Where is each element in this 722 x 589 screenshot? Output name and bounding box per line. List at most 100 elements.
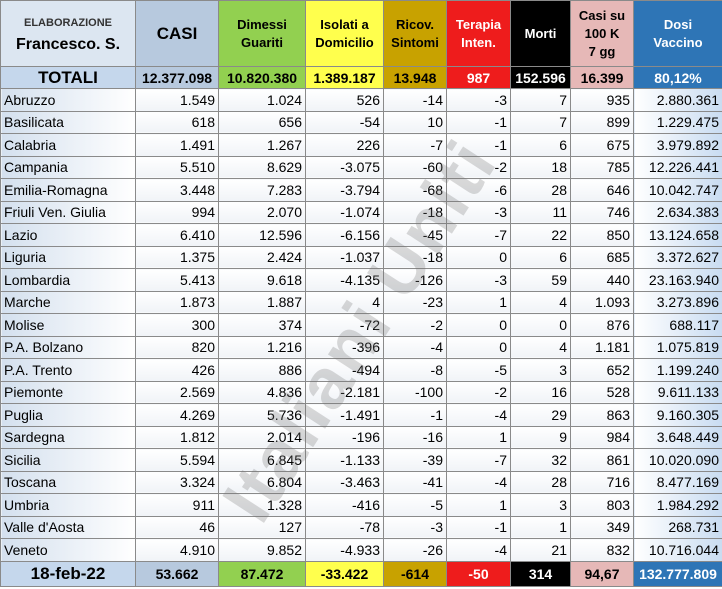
region-cell: -1.133	[305, 448, 384, 472]
region-cell: 440	[570, 268, 634, 292]
region-cell: 3.273.896	[633, 290, 722, 314]
column-header-line: Inten.	[461, 34, 496, 50]
column-header: CASI	[135, 0, 219, 67]
column-header: Dosi Vaccino	[633, 0, 722, 67]
region-row: Lombardia 5.413 9.618 -4.135 -126 -3 59 440 23.1…	[0, 268, 722, 292]
column-header-line: Isolati a	[320, 16, 369, 32]
region-row: Marche 1.873 1.887 4 -23 1 4 1.093 3.273.896	[0, 290, 722, 314]
region-cell: -494	[305, 358, 384, 382]
column-header-line: Domicilio	[315, 34, 374, 50]
column-header: Terapia Inten.	[446, 0, 511, 67]
region-cell: -3.075	[305, 155, 384, 179]
region-cell: -1.074	[305, 200, 384, 224]
region-cell: 10.020.090	[633, 448, 722, 472]
region-cell: -2	[446, 380, 511, 404]
footer-cell: -614	[383, 560, 447, 587]
region-cell: 10.716.044	[633, 538, 722, 562]
region-name: Sicilia	[0, 448, 136, 472]
region-cell: 3.648.449	[633, 425, 722, 449]
region-cell: 6.845	[218, 448, 306, 472]
region-cell: 6.804	[218, 470, 306, 494]
region-cell: -4	[446, 538, 511, 562]
region-cell: 16	[510, 380, 571, 404]
region-cell: 6.410	[135, 223, 219, 247]
region-name: Piemonte	[0, 380, 136, 404]
region-cell: -396	[305, 335, 384, 359]
region-cell: 374	[218, 313, 306, 337]
column-header-line: CASI	[156, 23, 198, 43]
region-cell: -72	[305, 313, 384, 337]
region-cell: 1	[446, 493, 511, 517]
region-name: Campania	[0, 155, 136, 179]
region-cell: 23.163.940	[633, 268, 722, 292]
region-cell: -39	[383, 448, 447, 472]
totals-cell: 80,12%	[633, 66, 722, 89]
region-cell: -1.037	[305, 245, 384, 269]
region-cell: -196	[305, 425, 384, 449]
column-header-line: Terapia	[455, 16, 502, 32]
header-author-cell: ELABORAZIONE Francesco. S.	[0, 0, 136, 67]
region-cell: 803	[570, 493, 634, 517]
region-cell: 11	[510, 200, 571, 224]
region-cell: -126	[383, 268, 447, 292]
region-cell: 8.629	[218, 155, 306, 179]
region-cell: -7	[446, 223, 511, 247]
region-cell: 4.269	[135, 403, 219, 427]
column-header: Ricov. Sintomi	[383, 0, 447, 67]
region-cell: -3	[446, 88, 511, 112]
region-cell: 863	[570, 403, 634, 427]
region-row: P.A. Trento 426 886 -494 -8 -5 3 652 1.199.240	[0, 358, 722, 382]
region-cell: 7	[510, 110, 571, 134]
column-header-line: Casi su	[578, 7, 626, 23]
region-cell: 22	[510, 223, 571, 247]
column-header-line: Vaccino	[653, 34, 703, 50]
region-name: P.A. Trento	[0, 358, 136, 382]
region-cell: 861	[570, 448, 634, 472]
region-cell: 685	[570, 245, 634, 269]
region-cell: -2	[446, 155, 511, 179]
region-cell: 12.596	[218, 223, 306, 247]
region-cell: 899	[570, 110, 634, 134]
region-cell: 716	[570, 470, 634, 494]
column-header-line: Dimessi	[237, 16, 287, 32]
region-cell: -14	[383, 88, 447, 112]
region-cell: 10	[383, 110, 447, 134]
region-cell: -3.794	[305, 178, 384, 202]
region-cell: -78	[305, 515, 384, 539]
region-cell: 6	[510, 133, 571, 157]
region-name: P.A. Bolzano	[0, 335, 136, 359]
region-row: Friuli Ven. Giulia 994 2.070 -1.074 -18 -3 11 7…	[0, 200, 722, 224]
region-row: Sicilia 5.594 6.845 -1.133 -39 -7 32 861 10.020.…	[0, 448, 722, 472]
region-cell: -54	[305, 110, 384, 134]
region-cell: -7	[383, 133, 447, 157]
region-cell: 1.093	[570, 290, 634, 314]
region-cell: 4.836	[218, 380, 306, 404]
region-cell: 1.491	[135, 133, 219, 157]
region-cell: 1.873	[135, 290, 219, 314]
region-cell: 8.477.169	[633, 470, 722, 494]
region-cell: 7	[510, 88, 571, 112]
footer-cell: -33.422	[305, 560, 384, 587]
totals-label: TOTALI	[0, 66, 136, 89]
region-cell: 618	[135, 110, 219, 134]
footer-cell: 132.777.809	[633, 560, 722, 587]
region-cell: 5.736	[218, 403, 306, 427]
footer-cell: 53.662	[135, 560, 219, 587]
region-cell: 4	[510, 335, 571, 359]
region-cell: 2.880.361	[633, 88, 722, 112]
region-cell: 3.979.892	[633, 133, 722, 157]
region-row: Liguria 1.375 2.424 -1.037 -18 0 6 685 3.372.627	[0, 245, 722, 269]
region-cell: 1.984.292	[633, 493, 722, 517]
region-cell: 9.852	[218, 538, 306, 562]
region-cell: -3.463	[305, 470, 384, 494]
region-cell: -26	[383, 538, 447, 562]
totals-cell: 16.399	[570, 66, 634, 89]
region-name: Friuli Ven. Giulia	[0, 200, 136, 224]
region-cell: 349	[570, 515, 634, 539]
column-header: Dimessi Guariti	[218, 0, 306, 67]
column-header-line: 100 K	[584, 25, 620, 41]
region-name: Umbria	[0, 493, 136, 517]
region-cell: 1.549	[135, 88, 219, 112]
region-cell: 0	[510, 313, 571, 337]
region-cell: 3.372.627	[633, 245, 722, 269]
